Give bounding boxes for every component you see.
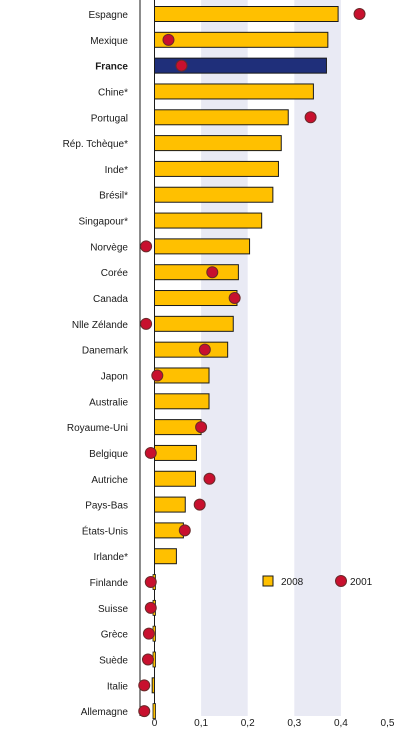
bar bbox=[154, 57, 327, 74]
x-tick-label: 0,2 bbox=[241, 718, 255, 729]
grid-band bbox=[294, 0, 341, 716]
category-label: Pays-Bas bbox=[85, 501, 128, 512]
category-label: Inde* bbox=[105, 165, 128, 176]
category-label: Canada bbox=[93, 294, 128, 305]
category-label: Corée bbox=[101, 268, 129, 279]
category-label: Italie bbox=[107, 681, 129, 692]
legend-swatch-2001 bbox=[335, 575, 347, 587]
x-tick-label: 0,5 bbox=[381, 718, 395, 729]
point bbox=[138, 679, 151, 692]
category-label: Chine* bbox=[98, 87, 128, 98]
point bbox=[141, 653, 154, 666]
category-label: Singapour* bbox=[79, 217, 129, 228]
bar bbox=[154, 83, 314, 100]
category-label: Nlle Zélande bbox=[72, 320, 129, 331]
x-tick-label: 0,3 bbox=[287, 718, 301, 729]
point bbox=[144, 446, 157, 459]
bar bbox=[154, 212, 263, 229]
category-label: Mexique bbox=[90, 36, 128, 47]
category-label: Australie bbox=[89, 397, 128, 408]
x-tick-label: 0,1 bbox=[194, 718, 208, 729]
legend: 2008 2001 bbox=[262, 575, 373, 588]
x-tick-label: 0 bbox=[152, 718, 158, 729]
bar bbox=[154, 419, 202, 436]
legend-label-2008: 2008 bbox=[281, 577, 304, 588]
category-label: Autriche bbox=[91, 475, 128, 486]
point bbox=[138, 705, 151, 718]
point bbox=[198, 343, 211, 356]
x-tick-labels: 0 0,1 0,2 0,3 0,4 0,5 bbox=[152, 718, 395, 729]
category-label: Danemark bbox=[82, 346, 129, 357]
point bbox=[162, 33, 175, 46]
category-label: Grèce bbox=[101, 630, 129, 641]
bar bbox=[154, 548, 177, 565]
point bbox=[206, 266, 219, 279]
bar bbox=[154, 160, 279, 177]
point bbox=[175, 59, 188, 72]
bars-2008 bbox=[151, 6, 339, 720]
category-label: Irlande* bbox=[94, 552, 129, 563]
category-labels: Espagne Mexique France Chine* Portugal Rép. T… bbox=[63, 10, 129, 718]
category-label: Norvège bbox=[90, 242, 128, 253]
category-label: Suisse bbox=[98, 604, 128, 615]
category-label: Belgique bbox=[89, 449, 128, 460]
bar bbox=[154, 109, 289, 126]
point bbox=[304, 111, 317, 124]
point bbox=[193, 498, 206, 511]
bar bbox=[154, 393, 210, 410]
category-label: Portugal bbox=[91, 113, 128, 124]
category-label: Finlande bbox=[90, 578, 129, 589]
bar bbox=[154, 444, 197, 461]
bar bbox=[152, 703, 156, 720]
point bbox=[228, 292, 241, 305]
category-label: Royaume-Uni bbox=[67, 423, 128, 434]
bar bbox=[154, 135, 282, 152]
point bbox=[140, 240, 153, 253]
category-label: États-Unis bbox=[82, 524, 128, 537]
point bbox=[353, 8, 366, 20]
bar bbox=[154, 341, 229, 358]
point bbox=[144, 576, 157, 589]
bar bbox=[154, 6, 339, 22]
legend-swatch-2008 bbox=[262, 575, 274, 587]
point bbox=[142, 627, 155, 640]
point bbox=[203, 472, 216, 485]
category-label: Suède bbox=[99, 656, 128, 667]
category-label: Allemagne bbox=[81, 707, 129, 718]
point bbox=[195, 421, 208, 434]
category-label: Brésil* bbox=[99, 191, 128, 202]
point bbox=[140, 317, 153, 330]
bar bbox=[151, 677, 155, 694]
bar bbox=[154, 31, 329, 48]
category-label: Rép. Tchèque* bbox=[63, 139, 129, 150]
grid-bands bbox=[201, 0, 341, 716]
bar bbox=[154, 290, 238, 307]
bar bbox=[154, 496, 186, 513]
bar bbox=[154, 315, 234, 332]
category-label: Japon bbox=[101, 371, 128, 382]
bar bbox=[154, 238, 251, 255]
category-label: Espagne bbox=[89, 10, 129, 21]
point bbox=[144, 601, 157, 614]
points-2001 bbox=[138, 8, 366, 718]
bar bbox=[154, 186, 274, 203]
category-label: France bbox=[95, 62, 128, 73]
bar bbox=[154, 264, 239, 281]
x-tick-label: 0,4 bbox=[334, 718, 348, 729]
grid-band bbox=[201, 0, 248, 716]
bar bbox=[154, 470, 197, 487]
legend-label-2001: 2001 bbox=[350, 577, 373, 588]
point bbox=[178, 524, 191, 537]
point bbox=[151, 369, 164, 382]
